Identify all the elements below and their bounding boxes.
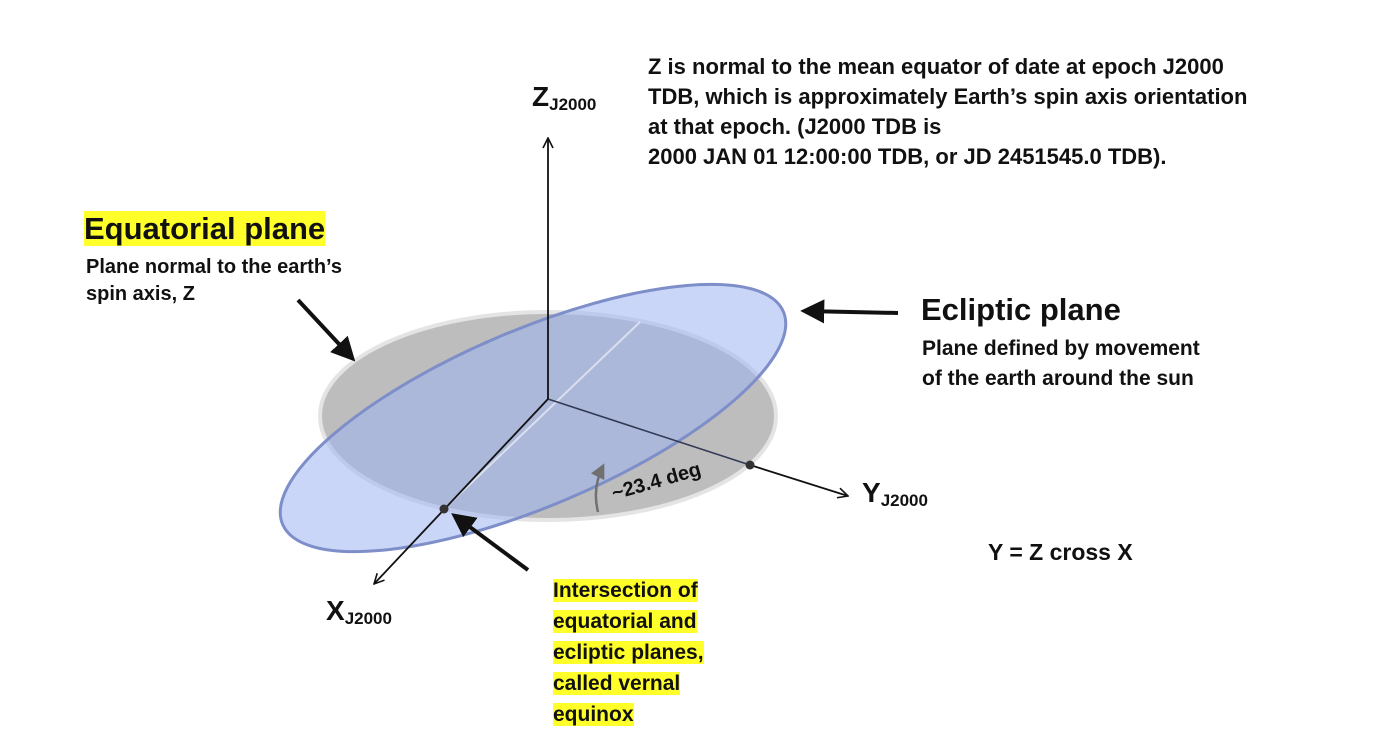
ecliptic-plane-title: Ecliptic plane [921, 292, 1121, 328]
note-line: at that epoch. (J2000 TDB is [648, 112, 1247, 142]
vernal-line: ecliptic planes, [553, 641, 704, 664]
ecliptic-desc-line: Plane defined by movement [922, 334, 1200, 364]
cross-product-formula: Y = Z cross X [988, 538, 1133, 566]
x-axis-plane-point [440, 505, 449, 514]
equatorial-pointer-arrow [298, 300, 352, 358]
vernal-line: called vernal [553, 672, 680, 695]
vernal-line: equatorial and [553, 610, 697, 633]
y-axis [750, 465, 848, 496]
ecliptic-plane-description: Plane defined by movement of the earth a… [922, 334, 1200, 394]
ecliptic-desc-line: of the earth around the sun [922, 364, 1200, 394]
vernal-line: equinox [553, 703, 634, 726]
equatorial-desc-line: Plane normal to the earth’s [86, 254, 342, 281]
ecliptic-pointer-arrow [805, 311, 898, 313]
x-axis-label: XJ2000 [326, 595, 392, 628]
vernal-line: Intersection of [553, 579, 698, 602]
y-axis-plane-point [746, 461, 755, 470]
equatorial-plane-description: Plane normal to the earth’s spin axis, Z [86, 254, 342, 308]
note-line: 2000 JAN 01 12:00:00 TDB, or JD 2451545.… [648, 142, 1247, 172]
equatorial-plane-title-text: Equatorial plane [84, 211, 325, 246]
equatorial-desc-line: spin axis, Z [86, 281, 342, 308]
vernal-equinox-label: Intersection of equatorial and ecliptic … [553, 575, 704, 730]
z-axis-note: Z is normal to the mean equator of date … [648, 52, 1247, 172]
note-line: Z is normal to the mean equator of date … [648, 52, 1247, 82]
equatorial-plane-title: Equatorial plane [84, 211, 325, 247]
note-line: TDB, which is approximately Earth’s spin… [648, 82, 1247, 112]
y-axis-label: YJ2000 [862, 477, 928, 510]
z-axis-label: ZJ2000 [532, 81, 596, 114]
